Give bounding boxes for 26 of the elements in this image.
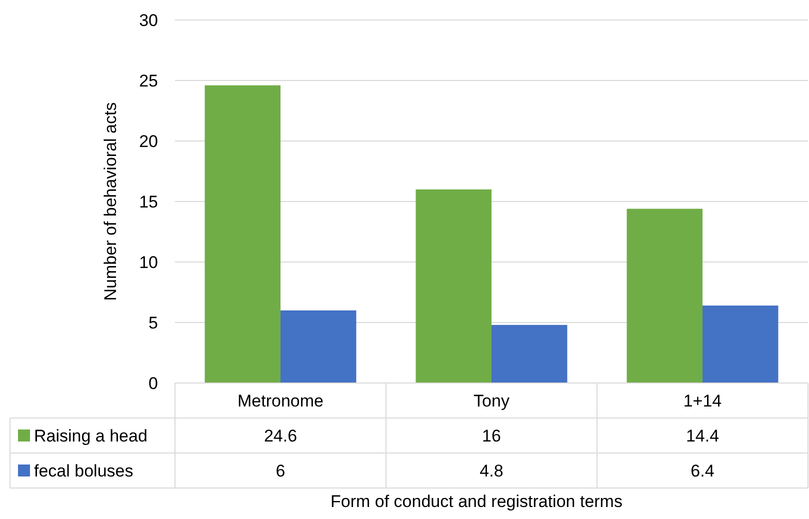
data-label: 24.6 bbox=[264, 426, 298, 446]
bar bbox=[280, 310, 356, 383]
y-tick-label: 10 bbox=[139, 252, 158, 272]
bar bbox=[416, 189, 492, 383]
data-label: 6 bbox=[276, 461, 286, 480]
y-tick-label: 20 bbox=[139, 132, 158, 151]
y-tick-label: 15 bbox=[139, 192, 158, 212]
bar bbox=[204, 85, 280, 383]
y-tick-label: 0 bbox=[148, 374, 158, 393]
bar bbox=[626, 208, 702, 383]
data-label: 14.4 bbox=[686, 426, 720, 446]
y-tick-label: 30 bbox=[139, 10, 158, 30]
y-axis-title: Number of behavioral acts bbox=[100, 102, 120, 301]
x-tick-label: Metronome bbox=[238, 391, 324, 410]
legend-label: Raising a head bbox=[34, 426, 148, 446]
x-axis-title: Form of conduct and registration terms bbox=[330, 492, 622, 511]
data-label: 4.8 bbox=[480, 461, 504, 480]
y-tick-label: 25 bbox=[139, 71, 158, 90]
bar bbox=[702, 306, 778, 383]
data-label: 6.4 bbox=[690, 461, 714, 480]
bar bbox=[492, 324, 568, 383]
data-label: 16 bbox=[482, 426, 501, 446]
legend-label: fecal boluses bbox=[34, 461, 134, 480]
x-tick-label: Tony bbox=[474, 391, 510, 410]
x-tick-label: 1+14 bbox=[683, 391, 722, 410]
y-tick-label: 5 bbox=[148, 313, 158, 332]
